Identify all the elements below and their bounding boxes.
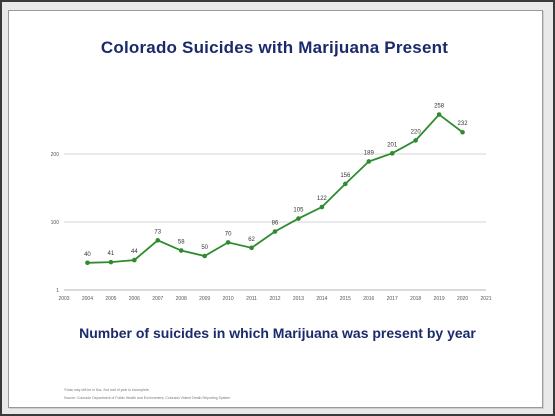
data-point bbox=[343, 181, 348, 187]
chart-title: Colorado Suicides with Marijuana Present bbox=[100, 38, 449, 57]
data-label: 70 bbox=[225, 231, 232, 237]
x-tick-label: 2008 bbox=[176, 296, 187, 302]
y-tick-label: 1 bbox=[56, 288, 59, 294]
data-label: 58 bbox=[178, 240, 185, 246]
series-line bbox=[87, 113, 464, 264]
x-tick-label: 2011 bbox=[246, 296, 257, 302]
data-label: 62 bbox=[248, 237, 255, 243]
x-tick-label: 2013 bbox=[293, 296, 304, 302]
data-label: 122 bbox=[317, 196, 328, 202]
data-label: 50 bbox=[201, 245, 208, 251]
source-note: *Data may still be in flux, 2nd half of … bbox=[64, 388, 150, 392]
source-citation: Source: Colorado Department of Public He… bbox=[64, 396, 231, 400]
data-point bbox=[272, 229, 278, 234]
data-point bbox=[225, 240, 231, 245]
x-tick-label: 2004 bbox=[82, 296, 93, 302]
x-tick-label: 2007 bbox=[152, 296, 163, 302]
data-label: 232 bbox=[458, 121, 469, 127]
data-point bbox=[202, 253, 207, 259]
data-label: 86 bbox=[272, 221, 279, 227]
data-point bbox=[85, 260, 90, 266]
data-point bbox=[155, 238, 161, 243]
data-label: 40 bbox=[84, 252, 91, 258]
data-point bbox=[413, 138, 418, 143]
x-tick-label: 2020 bbox=[457, 296, 468, 302]
data-label: 73 bbox=[154, 229, 161, 235]
x-tick-label: 2009 bbox=[199, 296, 210, 302]
data-point bbox=[389, 151, 395, 156]
x-tick-label: 2010 bbox=[223, 296, 234, 302]
data-point bbox=[132, 257, 137, 263]
x-tick-label: 2014 bbox=[316, 296, 327, 302]
data-label: 258 bbox=[434, 104, 445, 110]
data-label: 189 bbox=[364, 150, 375, 156]
data-point bbox=[436, 112, 442, 117]
x-tick-label: 2018 bbox=[410, 296, 421, 302]
x-tick-label: 2019 bbox=[434, 296, 445, 302]
x-tick-label: 2021 bbox=[480, 296, 491, 302]
y-tick-label: 100 bbox=[51, 220, 60, 226]
x-tick-label: 2012 bbox=[269, 296, 280, 302]
data-point bbox=[108, 259, 114, 265]
x-tick-label: 2003 bbox=[58, 296, 69, 302]
data-point bbox=[319, 204, 325, 210]
data-point bbox=[296, 216, 301, 221]
x-tick-label: 2005 bbox=[105, 296, 116, 302]
data-label: 44 bbox=[131, 249, 138, 255]
y-tick-label: 200 bbox=[51, 152, 60, 158]
data-label: 220 bbox=[411, 129, 422, 135]
chart-subtitle: Number of suicides in which Marijuana wa… bbox=[79, 325, 476, 341]
data-label: 41 bbox=[108, 251, 115, 257]
data-point bbox=[460, 129, 465, 135]
data-point bbox=[178, 248, 184, 253]
data-label: 201 bbox=[387, 142, 398, 148]
data-label: 105 bbox=[293, 208, 304, 214]
data-point bbox=[366, 159, 372, 164]
data-point bbox=[249, 245, 254, 251]
data-label: 156 bbox=[340, 173, 351, 179]
x-tick-label: 2016 bbox=[363, 296, 374, 302]
x-tick-label: 2015 bbox=[340, 296, 351, 302]
slide bbox=[8, 10, 543, 408]
x-tick-label: 2017 bbox=[387, 296, 398, 302]
x-tick-label: 2006 bbox=[129, 296, 140, 302]
